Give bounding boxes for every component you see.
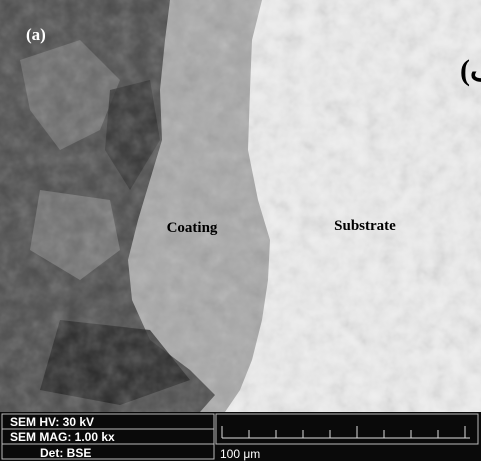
texture [0, 0, 481, 412]
info-line: SEM MAG: 1.00 kx [10, 430, 115, 444]
coating-label: Coating [167, 220, 218, 236]
persian-label: (الف) [460, 54, 481, 87]
info-line: SEM HV: 30 kV [10, 415, 94, 429]
sem-image: (a) (الف) Coating Substrate SEM HV: 30 k… [0, 0, 481, 461]
substrate-label: Substrate [334, 218, 396, 234]
scale-label: 100 μm [220, 447, 260, 461]
panel-label: (a) [26, 25, 46, 44]
info-line: Det: BSE [40, 446, 91, 460]
